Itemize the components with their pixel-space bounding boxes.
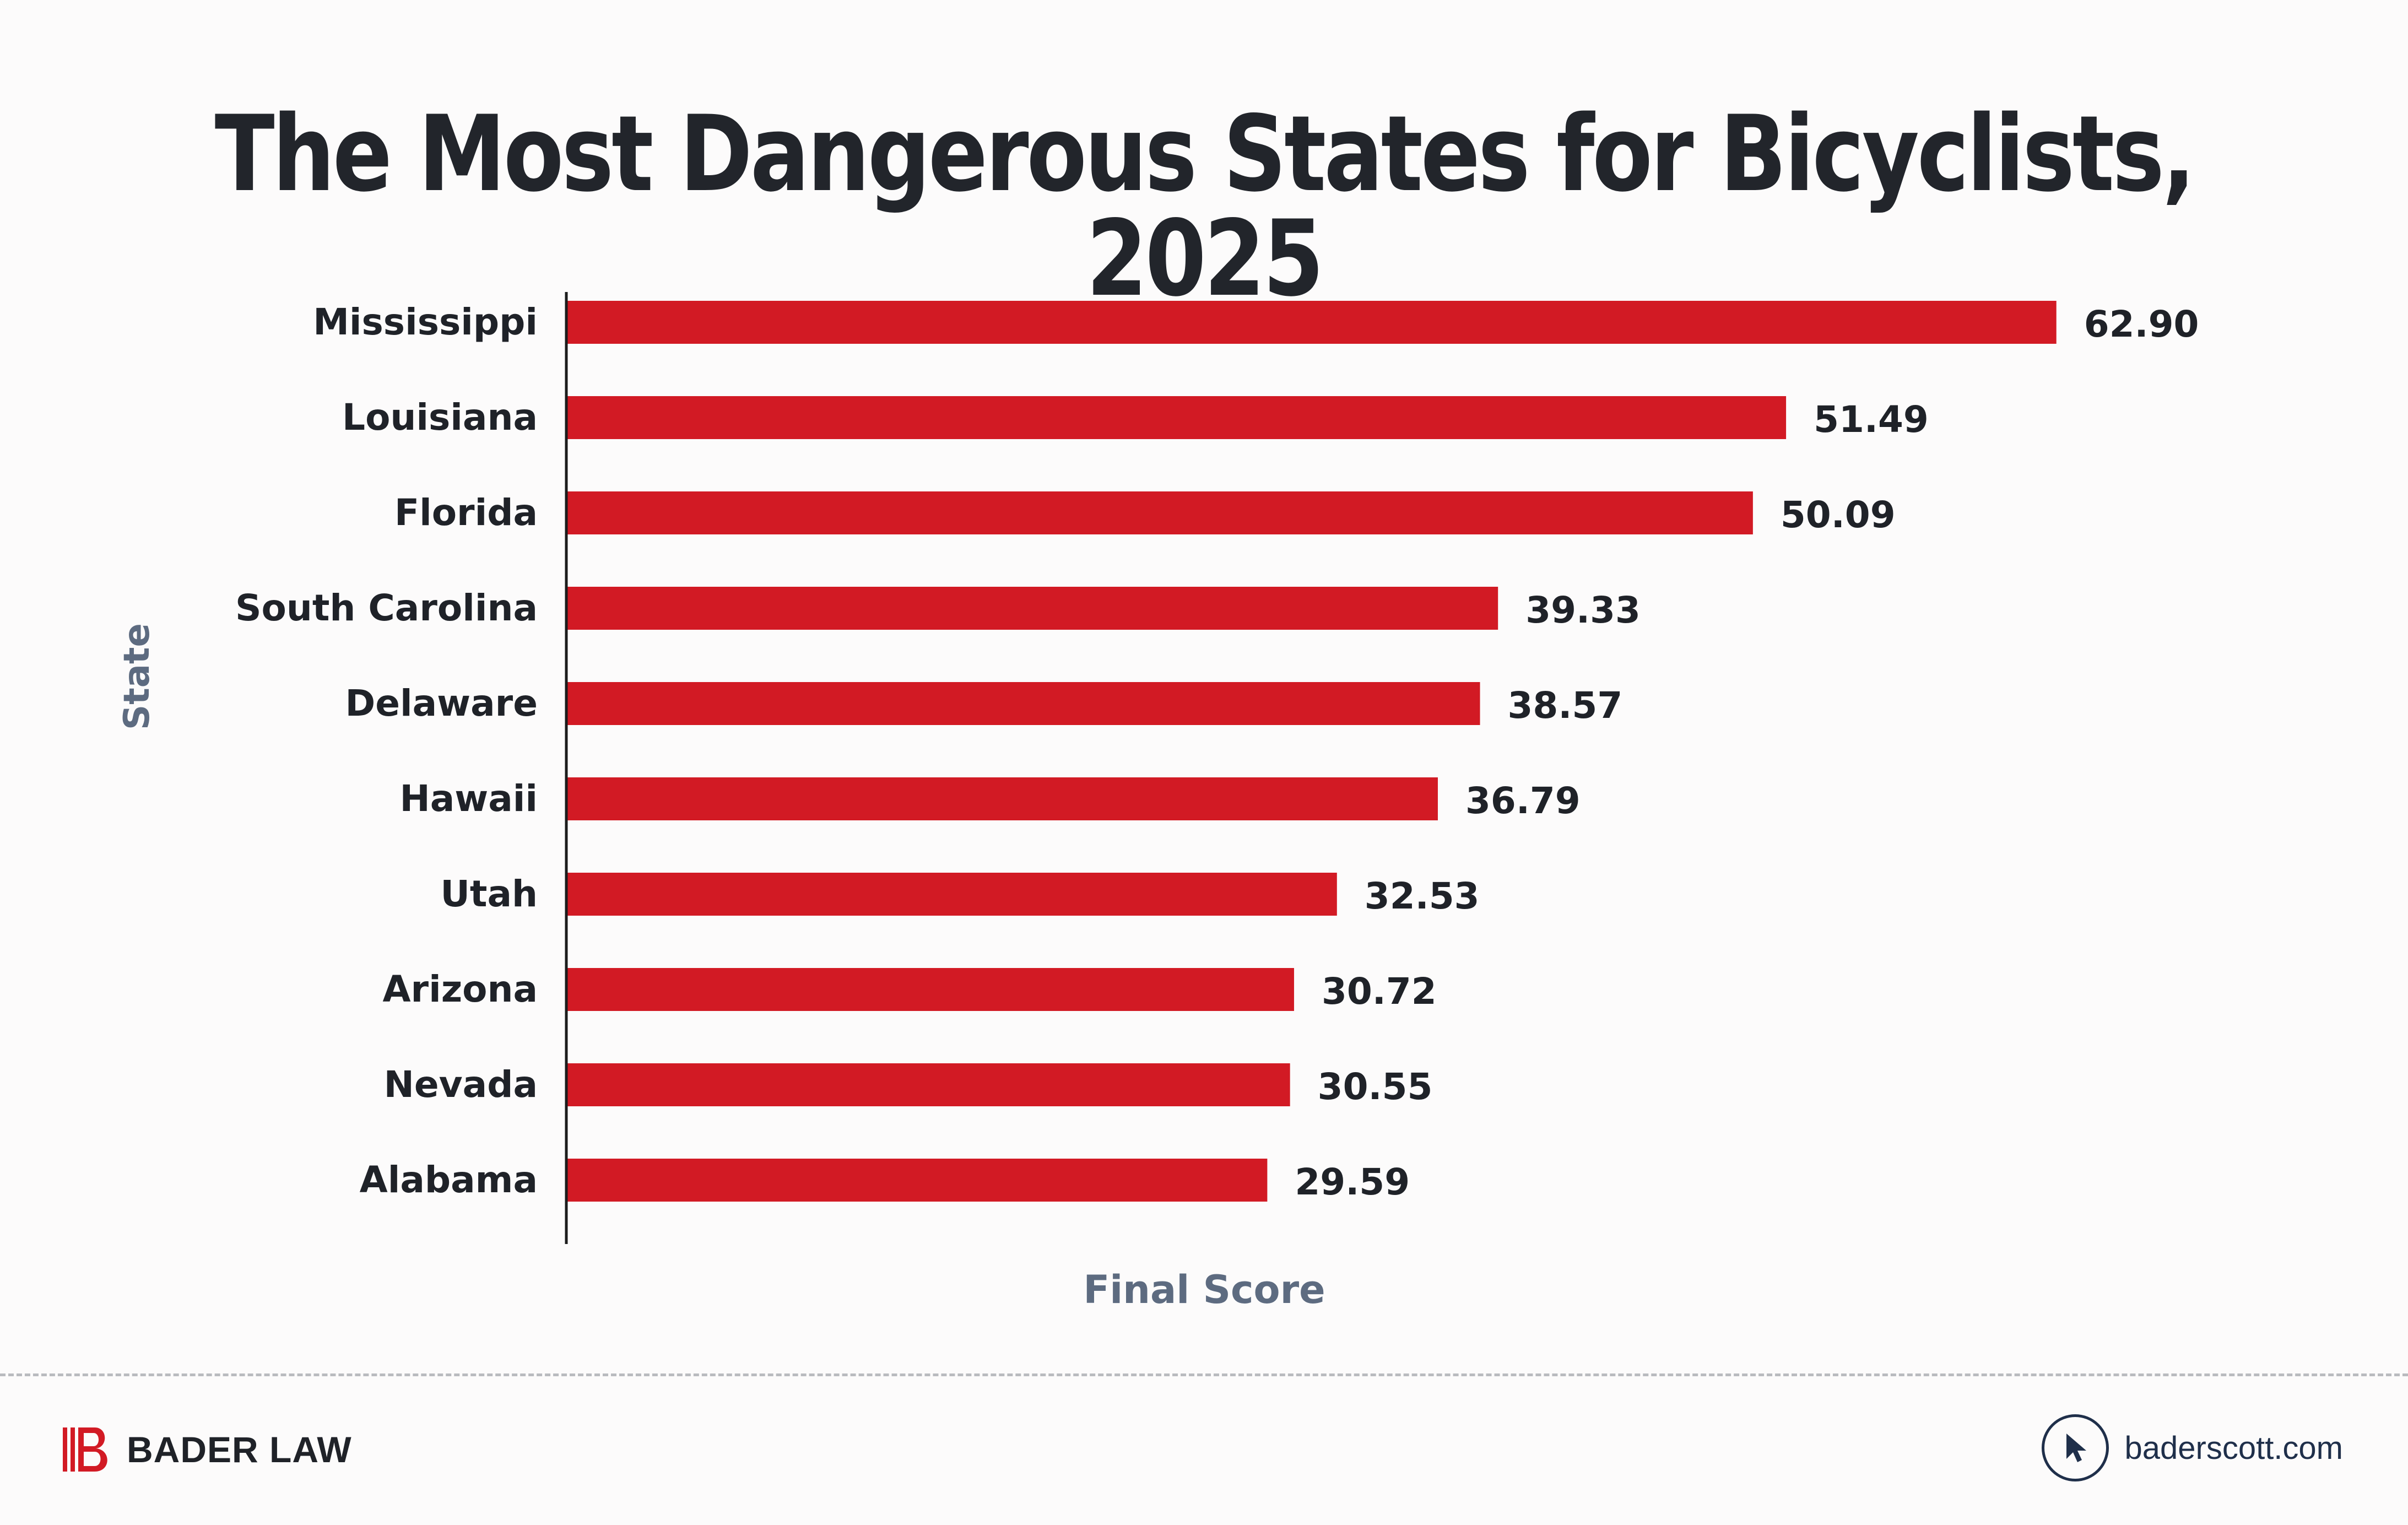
value-label: 29.59 [1295, 1161, 1410, 1203]
value-label: 30.72 [1322, 970, 1437, 1013]
bar-mississippi [566, 301, 2057, 344]
chart-title: The Most Dangerous States for Bicyclists… [214, 93, 2196, 320]
category-label: Delaware [345, 682, 538, 724]
bar-florida [566, 491, 1753, 534]
bar-arizona [566, 968, 1294, 1011]
value-label: 36.79 [1465, 780, 1581, 822]
y-axis-label: State [117, 623, 158, 730]
category-label: Utah [440, 873, 538, 915]
value-label: 51.49 [1814, 398, 1929, 441]
category-label: Alabama [360, 1159, 538, 1201]
brand[interactable]: BADER LAW [62, 1423, 352, 1476]
cursor-pointer-icon [2042, 1414, 2109, 1481]
brand-name: BADER LAW [127, 1429, 352, 1470]
x-axis-label: Final Score [1083, 1267, 1325, 1312]
value-label: 38.57 [1508, 684, 1623, 727]
category-label: Mississippi [313, 301, 538, 343]
category-label: South Carolina [235, 587, 538, 629]
footer-divider [0, 1373, 2408, 1376]
category-label: Hawaii [399, 777, 538, 820]
value-label: 62.90 [2084, 303, 2199, 345]
bar-chart: Mississippi Louisiana Florida South Carolin… [117, 292, 2199, 1312]
bar-louisiana [566, 396, 1787, 439]
bar-nevada [566, 1063, 1290, 1106]
category-label: Louisiana [342, 396, 538, 439]
category-label: Florida [394, 491, 538, 534]
value-label: 32.53 [1365, 875, 1480, 917]
bader-law-logo-icon [63, 1427, 107, 1472]
bar-delaware [566, 682, 1480, 725]
category-labels-group: Mississippi Louisiana Florida South Carolin… [235, 301, 538, 1201]
category-label: Arizona [382, 968, 538, 1010]
value-label: 39.33 [1525, 589, 1641, 631]
value-label: 50.09 [1781, 494, 1896, 536]
website-link[interactable]: baderscott.com [2042, 1412, 2343, 1484]
bar-south-carolina [566, 587, 1498, 630]
bar-hawaii [566, 777, 1438, 820]
category-label: Nevada [384, 1063, 538, 1106]
website-url: baderscott.com [2124, 1430, 2343, 1466]
bar-alabama [566, 1159, 1268, 1202]
value-label: 30.55 [1318, 1066, 1433, 1108]
bar-utah [566, 873, 1337, 916]
value-labels-group: 62.90 51.49 50.09 39.33 38.57 36.79 32.53 30.72… [1295, 303, 2199, 1203]
bars-group [566, 301, 2057, 1202]
